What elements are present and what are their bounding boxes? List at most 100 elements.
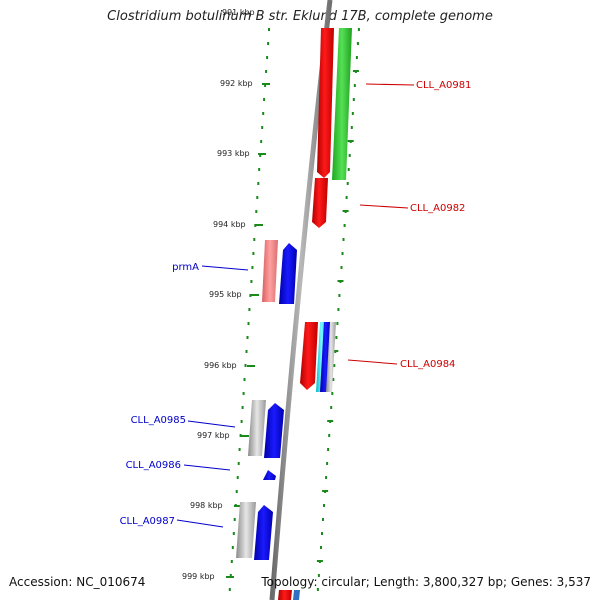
gene-label-cll-a0984: CLL_A0984 [400,359,455,370]
tick-dot [356,42,359,45]
tick-dot [321,532,323,535]
gene-prma-pink [262,240,278,302]
tick-dot [251,266,254,269]
tick-dot [320,546,322,549]
tick-dot [232,532,235,535]
topology-text: Topology: circular; Length: 3,800,327 bp… [261,575,591,589]
tick-dot [230,560,233,563]
tick-dot [326,462,329,465]
tick-dot [341,252,344,255]
tick-dot [244,364,247,367]
tick-dot [229,574,232,577]
tick-dot [343,224,346,227]
tick-dot [233,518,236,521]
reverse-strand-features [278,28,352,600]
tick-dot [253,238,256,241]
tick-mark [347,140,354,142]
tick-dot [245,350,248,353]
ruler-label-993: 993 kbp [217,149,250,158]
gene-cll-a0984-blue [320,322,331,392]
tick-dot [236,476,239,479]
tick-dot [250,280,253,283]
tick-dot [336,322,339,325]
gene-bottom-red [278,590,292,600]
accession-text: Accession: NC_010674 [9,575,146,589]
tick-dot [240,420,243,423]
tick-mark [332,350,339,352]
gene-label-prma: prmA [172,262,199,273]
tick-dot [258,168,261,171]
tick-dot [340,266,343,269]
leader-cll-a0985 [187,420,236,428]
leader-cll-a0986 [183,464,231,471]
tick-dot [238,448,241,451]
tick-dot [256,196,259,199]
tick-dot [355,56,358,59]
ruler-label-997: 997 kbp [197,431,230,440]
tick-dot [259,154,262,157]
tick-dot [235,490,238,493]
ruler-label-995: 995 kbp [209,290,242,299]
tick-dot [249,294,252,297]
tick-dot [347,168,350,171]
tick-mark [327,420,334,422]
tick-dot [331,392,334,395]
ruler-label-994: 994 kbp [213,220,246,229]
ruler-label-998: 998 kbp [190,501,223,510]
forward-strand-features [236,240,297,560]
tick-mark [316,560,323,562]
tick-dot [357,28,360,31]
tick-dot [266,56,269,59]
tick-mark [342,210,349,212]
ruler-label-992: 992 kbp [220,79,253,88]
gene-green-feature [332,28,352,180]
tick-dot [239,434,242,437]
tick-dot [342,238,345,241]
tick-dot [268,28,270,31]
tick-dot [264,84,267,87]
tick-dot [228,588,231,591]
leader-prma [201,265,249,271]
tick-dot [323,504,325,507]
tick-dot [353,84,356,87]
tick-dot [316,588,319,591]
gene-cll-a0982-red [312,178,328,228]
tick-dot [317,574,320,577]
tick-dot [257,182,260,185]
leader-cll-a0987 [176,519,224,528]
tick-dot [345,196,348,199]
ruler-labels: 991 kbp 992 kbp 993 kbp 994 kbp 995 kbp … [182,8,255,581]
gene-label-cll-a0985: CLL_A0985 [131,415,186,426]
tick-mark [337,280,344,282]
tick-dot [248,308,251,311]
gene-cll-a0984-gray [326,322,336,392]
tick-mark [352,70,359,72]
tick-dot [346,182,349,185]
label-leaders [176,83,415,528]
gene-cll-a0987-gray [236,502,256,558]
gene-labels: CLL_A0981 CLL_A0982 CLL_A0984 prmA CLL_A… [120,80,472,527]
tick-track [228,28,360,591]
tick-dot [260,140,263,143]
tick-dot [337,308,340,311]
tick-dot [237,462,240,465]
ruler-label-996: 996 kbp [204,361,237,370]
leader-cll-a0981 [365,83,415,86]
tick-dot [332,378,335,381]
tick-dot [335,336,338,339]
tick-dot [255,210,258,213]
ruler-label-999: 999 kbp [182,572,215,581]
tick-dot [247,322,250,325]
gene-cll-a0985-gray [248,400,266,456]
gene-cll-a0981-red [317,28,334,178]
tick-dot [333,364,336,367]
leader-cll-a0982 [359,204,409,209]
tick-dot [267,42,270,45]
tick-dot [325,476,328,479]
gene-label-cll-a0986: CLL_A0986 [126,460,181,471]
tick-dot [348,154,351,157]
tick-dot [243,378,246,381]
tick-dot [352,98,355,101]
tick-dot [265,70,268,73]
